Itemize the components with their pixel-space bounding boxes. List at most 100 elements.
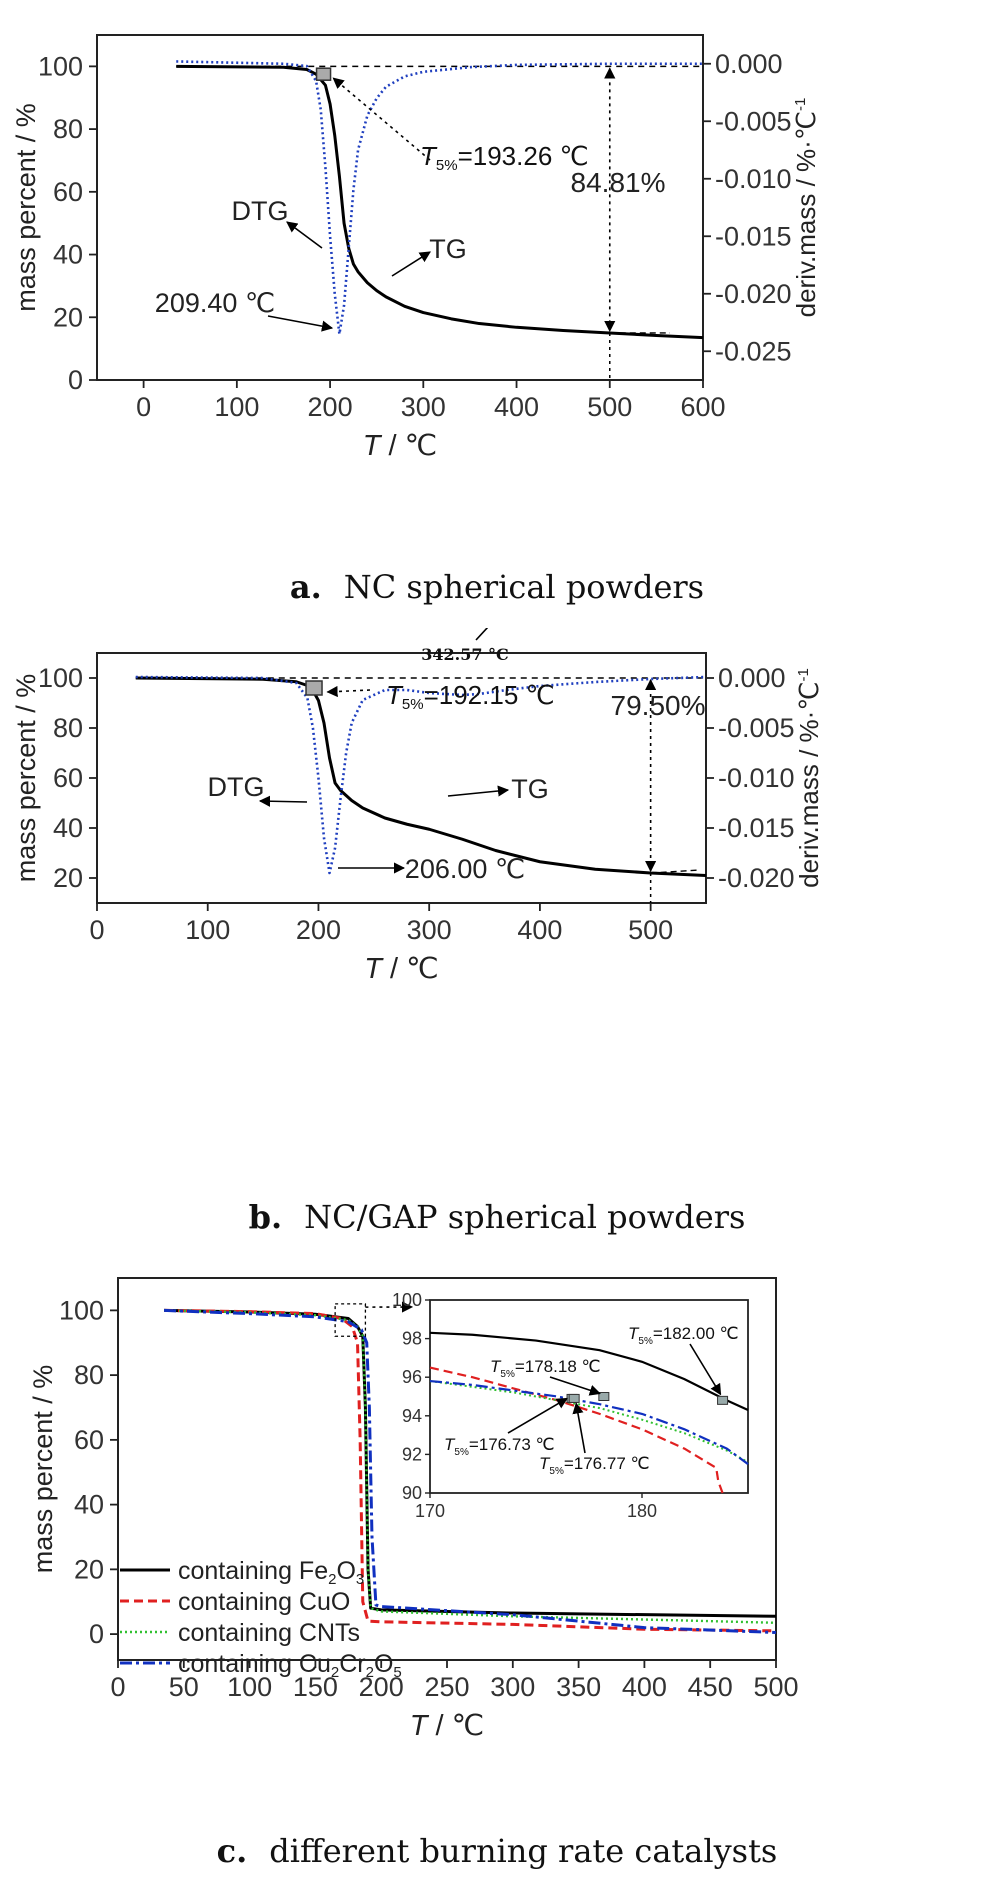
legend-text: Cr: [339, 1650, 365, 1678]
inset-y-tick-label: 100: [392, 1290, 422, 1310]
x-tick-label: 400: [494, 392, 539, 422]
inset-t5-label-cu2cr2o5: T5%=176.77 ℃: [539, 1454, 650, 1477]
y-tick-label: 100: [38, 663, 83, 693]
inset-t5-label-fe2o3: T5%=182.00 ℃: [628, 1324, 739, 1347]
x-axis-label: T / ℃: [410, 1710, 484, 1742]
legend-sub: 2: [366, 1664, 374, 1681]
dtg-arrow: [258, 795, 308, 807]
caption-c: c. different burning rate catalysts: [216, 1832, 778, 1870]
inset-arrow-fe2o3: [689, 1343, 722, 1396]
inset-arrow-cnts: [507, 1397, 569, 1434]
x-tick-label: 450: [688, 1672, 733, 1702]
y-tick-label: 60: [53, 177, 83, 207]
y-tick-label: 60: [53, 763, 83, 793]
y-tick-label: 100: [59, 1295, 104, 1325]
inset-t5-label-cnts: T5%=176.73 ℃: [444, 1435, 555, 1458]
t5-symbol: T: [386, 680, 404, 710]
x-axis-unit: / ℃: [427, 1710, 484, 1742]
dtg-label: DTG: [208, 772, 265, 802]
tg-label: TG: [429, 234, 467, 264]
inset-t5-marker: [598, 1392, 610, 1401]
inset-x-tick-label: 180: [627, 1501, 657, 1521]
t5-symbol: T: [539, 1454, 551, 1473]
tg-arrow: [391, 251, 431, 277]
inset-series-line: [429, 1379, 749, 1465]
x-tick-label: 500: [753, 1672, 798, 1702]
inset-y-tick-label: 90: [402, 1483, 422, 1503]
second-peak-arrow: [475, 628, 489, 641]
y-tick-label: 0: [89, 1619, 104, 1649]
x-tick-label: 250: [424, 1672, 469, 1702]
inset-y-tick-label: 96: [402, 1367, 422, 1387]
t5-value: =178.18 ℃: [515, 1357, 601, 1376]
x-tick-label: 400: [622, 1672, 667, 1702]
x-axis-unit: / ℃: [382, 953, 439, 985]
x-tick-label: 500: [628, 915, 673, 945]
y2-axis-sup: -1: [792, 98, 809, 111]
x-tick-label: 200: [296, 915, 341, 945]
series-line: [164, 1309, 777, 1624]
x-tick-label: 300: [407, 915, 452, 945]
t5-arrow: [332, 77, 431, 161]
zoom-box: [334, 1303, 367, 1337]
y-axis-label: mass percent / %: [28, 1365, 58, 1574]
y2-tick-label: -0.015: [718, 813, 795, 843]
y2-tick-label: -0.025: [715, 336, 792, 366]
y-tick-label: 80: [53, 114, 83, 144]
x-tick-label: 100: [227, 1672, 272, 1702]
y-tick-label: 40: [53, 240, 83, 270]
tg-arrow: [447, 785, 510, 797]
y-tick-label: 80: [53, 713, 83, 743]
series-line: [164, 1308, 777, 1633]
y-tick-label: 80: [74, 1360, 104, 1390]
x-axis-unit: / ℃: [380, 430, 437, 462]
t5-value: =182.00 ℃: [653, 1324, 739, 1343]
t5-subscript: 5%: [402, 696, 424, 713]
y-tick-label: 60: [74, 1425, 104, 1455]
y-axis-label: mass percent / %: [11, 103, 41, 312]
t5-symbol: T: [628, 1324, 640, 1343]
x-axis-label: T / ℃: [364, 953, 438, 985]
t5-symbol: T: [444, 1435, 456, 1454]
legend-text: containing CuO: [178, 1588, 350, 1616]
y2-axis-main: deriv.mass / %·℃: [794, 681, 824, 887]
x-axis-label: T / ℃: [363, 430, 437, 462]
y2-tick-label: -0.020: [715, 279, 792, 309]
legend-sub: 3: [356, 1571, 364, 1588]
t5-subscript: 5%: [500, 1369, 515, 1380]
y-tick-label: 0: [68, 365, 83, 395]
t5-subscript: 5%: [454, 1447, 469, 1458]
x-tick-label: 400: [517, 915, 562, 945]
legend-text: containing Fe: [178, 1557, 328, 1585]
legend-text: O: [374, 1650, 393, 1678]
t5-value: =193.26 ℃: [458, 141, 589, 171]
t5-subscript: 5%: [638, 1336, 653, 1347]
t5-symbol: T: [420, 141, 438, 171]
y2-tick-label: -0.010: [715, 164, 792, 194]
y2-axis-label: deriv.mass / %·℃-1: [794, 668, 824, 888]
t5-marker: [305, 680, 323, 696]
caption-b: b. NC/GAP spherical powders: [248, 1198, 746, 1236]
inset-x-tick-label: 170: [415, 1501, 445, 1521]
y-tick-label: 20: [53, 863, 83, 893]
legend-entry: containing Cu2Cr2O5: [178, 1650, 402, 1681]
x-tick-label: 300: [401, 392, 446, 422]
mass-loss-label: 79.50%: [611, 690, 706, 721]
y-tick-label: 40: [53, 813, 83, 843]
series-dtg-line: [135, 675, 707, 875]
inset-arrow-cuo: [549, 1376, 601, 1396]
second-peak-label: 342.57 °C: [421, 645, 509, 664]
inset-y-tick-label: 98: [402, 1329, 422, 1349]
y-tick-label: 20: [53, 302, 83, 332]
legend-text: O: [336, 1557, 355, 1585]
chart-c: 0 50 100 150 200 250 300 350 400 450 500 0 20 40 60 80 1…: [28, 1277, 799, 1742]
t5-arrow: [326, 685, 371, 698]
x-axis-symbol: T: [364, 953, 384, 985]
t5-label: T5%=193.26 ℃: [420, 141, 589, 174]
inset-y-tick-label: 92: [402, 1444, 422, 1464]
y-tick-label: 100: [38, 51, 83, 81]
x-tick-label: 200: [359, 1672, 404, 1702]
series-tg-line: [176, 64, 704, 340]
x-tick-label: 50: [169, 1672, 199, 1702]
t5-value: =176.73 ℃: [469, 1435, 555, 1454]
